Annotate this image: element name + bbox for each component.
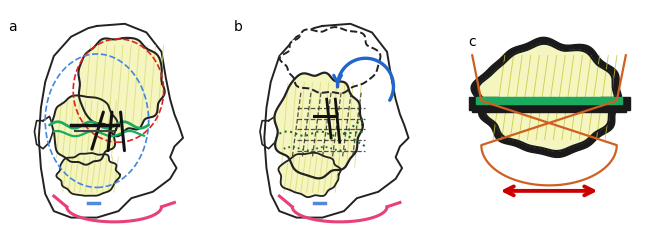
Text: b: b: [234, 20, 243, 34]
Polygon shape: [471, 37, 622, 158]
Bar: [476, 97, 622, 104]
Polygon shape: [56, 153, 120, 196]
Polygon shape: [280, 27, 380, 93]
Text: a: a: [8, 20, 17, 34]
Polygon shape: [600, 97, 630, 110]
Polygon shape: [468, 97, 498, 110]
Text: c: c: [468, 35, 476, 49]
Polygon shape: [478, 44, 615, 151]
Polygon shape: [78, 38, 165, 136]
Polygon shape: [274, 73, 363, 178]
Polygon shape: [278, 153, 341, 197]
Bar: [472, 98, 626, 112]
Polygon shape: [52, 96, 118, 165]
